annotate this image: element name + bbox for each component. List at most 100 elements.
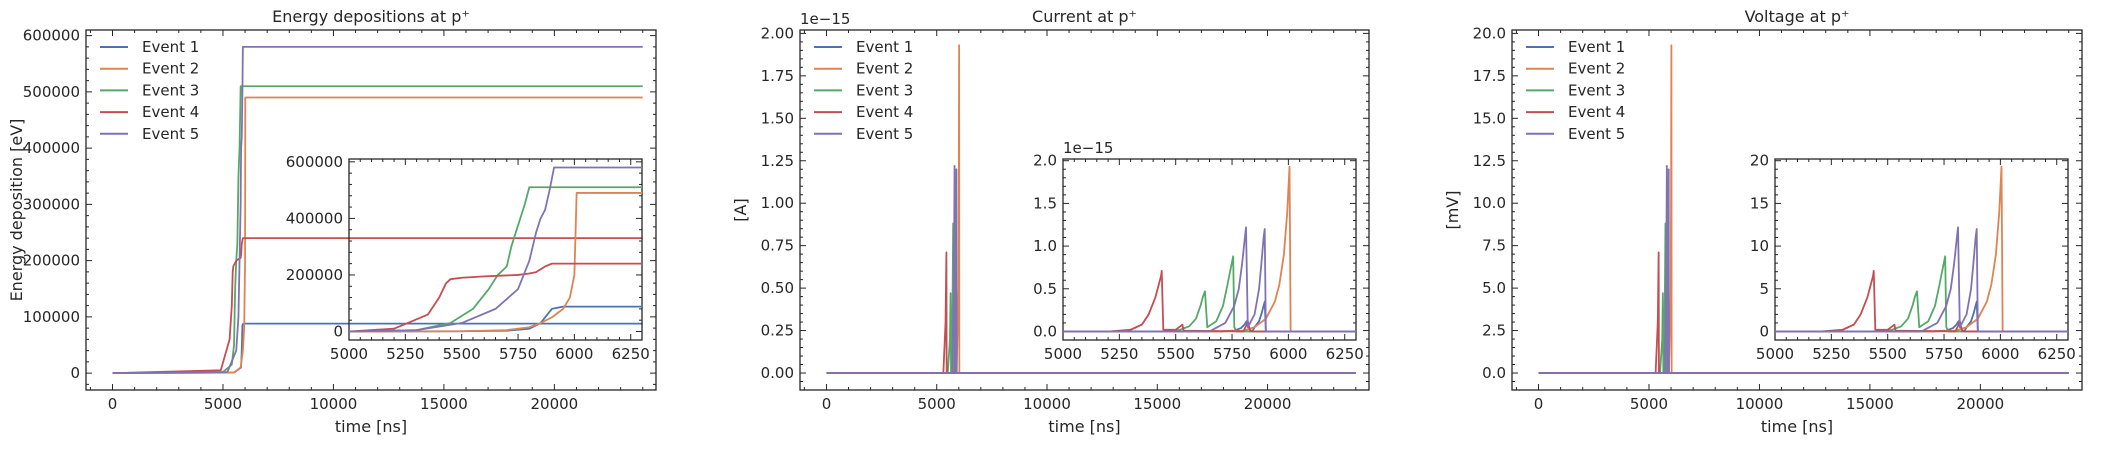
chart-3-main-axes: 0 5000 10000 15000 20000 0.0 2.5 5.0 7.5 10.0 12.5… (1473, 24, 2083, 413)
chart-2-main-frame (799, 29, 1370, 391)
chart-2-main-axes: 0 5000 10000 15000 200000.000.250.500.751.00… (761, 10, 1370, 413)
chart-2-inset-ytick-label: 2.0 (1033, 152, 1057, 170)
chart-3-main-ytick-label: 0.0 (1482, 364, 1506, 382)
chart-2-inset-exponent-label: 1e−15 (1063, 139, 1113, 157)
chart-1-main-ytick-label: 100000 (23, 308, 80, 326)
chart-3-inset-frame (1774, 158, 2069, 341)
chart-1-main-ytick-label: 0 (70, 364, 80, 382)
chart-2-main-ytick-label: 1.25 (761, 152, 794, 170)
chart-3-inset-xtick-label: 5250 (1812, 345, 1850, 363)
chart-1-inset-axes: 5000 5250 5500 5750 6000 6250 0 200000 400000 600… (286, 153, 650, 363)
chart-3-main-xtick-label: 0 (1534, 395, 1544, 413)
chart-2-legend-label-1: Event 1 (856, 38, 913, 56)
chart-2-inset-ytick-label: 0.5 (1033, 280, 1057, 298)
chart-1-legend-label-3: Event 3 (142, 81, 199, 99)
chart-1-main-xtick-label: 15000 (420, 395, 468, 413)
chart-3-inset-xtick-label: 5750 (1925, 345, 1963, 363)
chart-3: 0 5000 10000 15000 20000 0.0 2.5 5.0 7.5 10.0 12.5… (1443, 7, 2083, 436)
chart-2-inset-xtick-label: 5250 (1100, 345, 1138, 363)
chart-1-inset-ytick-label: 400000 (286, 209, 343, 227)
chart-1-main-series-line-2 (112, 96, 643, 375)
chart-2-legend-label-5: Event 5 (856, 125, 913, 143)
chart-2-main-ytick-label: 0.50 (761, 279, 794, 297)
chart-3-inset-xtick-label: 5500 (1869, 345, 1907, 363)
chart-1-inset-xtick-label: 5000 (330, 345, 368, 363)
chart-3-legend-label-5: Event 5 (1568, 125, 1625, 143)
chart-1-inset-series-line-3 (349, 186, 642, 333)
chart-3-main-ytick-label: 12.5 (1473, 152, 1506, 170)
chart-2-ylabel: [A] (731, 198, 750, 221)
chart-1-title: Energy depositions at p⁺ (272, 7, 470, 26)
chart-1-inset-series-line-4 (349, 262, 642, 333)
chart-2-main-ytick-label: 0.75 (761, 237, 794, 255)
chart-2-legend: Event 1 Event 2 Event 3 Event 4 Event 5 (814, 38, 913, 143)
chart-1-inset-xtick-label: 6250 (612, 345, 650, 363)
chart-3-ylabel: [mV] (1443, 190, 1462, 229)
chart-2-main-xtick-label: 0 (822, 395, 832, 413)
chart-2-main-ytick-label: 1.75 (761, 67, 794, 85)
chart-2-main-xtick-label: 10000 (1023, 395, 1071, 413)
chart-2-inset-xtick-label: 6250 (1326, 345, 1364, 363)
chart-3-inset-series-line-5 (1775, 226, 2068, 333)
chart-2-inset-series-group (1063, 165, 1356, 333)
chart-1-main-xtick-label: 10000 (310, 395, 358, 413)
chart-1-legend-label-1: Event 1 (142, 38, 199, 56)
chart-1-main-xtick-label: 5000 (204, 395, 242, 413)
chart-1-inset-xtick-label: 5500 (443, 345, 481, 363)
chart-3-inset-ytick-label: 0 (1759, 322, 1769, 340)
chart-3-main-series-group (1538, 44, 2069, 374)
chart-1-legend-label-5: Event 5 (142, 125, 199, 143)
chart-2-legend-label-4: Event 4 (856, 103, 913, 121)
chart-2-title: Current at p⁺ (1032, 7, 1137, 26)
chart-1-inset-series-line-5 (349, 166, 642, 333)
chart-3-legend-label-1: Event 1 (1568, 38, 1625, 56)
chart-1-main-ytick-label: 500000 (23, 83, 80, 101)
chart-1-inset-ytick-label: 600000 (286, 153, 343, 171)
chart-2-inset-series-line-1 (1063, 300, 1356, 333)
chart-1-inset-xtick-label: 5250 (386, 345, 424, 363)
chart-2-xlabel: time [ns] (1048, 417, 1120, 436)
chart-1-main-axes: 0 5000 10000 15000 2000001000002000003000004… (23, 27, 657, 413)
chart-3-inset-series-line-3 (1775, 255, 2068, 333)
chart-3-inset-series-line-2 (1775, 165, 2068, 333)
chart-2-legend-label-2: Event 2 (856, 60, 913, 78)
chart-2-inset-frame (1062, 158, 1357, 341)
chart-2-main-xtick-label: 15000 (1133, 395, 1181, 413)
chart-1-xlabel: time [ns] (335, 417, 407, 436)
chart-3-inset-ytick-label: 20 (1750, 152, 1769, 170)
chart-2-main-xtick-label: 20000 (1244, 395, 1292, 413)
chart-3-inset-xtick-label: 5000 (1756, 345, 1794, 363)
chart-3-xlabel: time [ns] (1761, 417, 1833, 436)
chart-2-inset-series-line-4 (1063, 269, 1356, 333)
chart-3-main-ytick-label: 2.5 (1482, 322, 1506, 340)
chart-2-inset-ytick-label: 1.0 (1033, 237, 1057, 255)
chart-2-inset-xtick-label: 5000 (1044, 345, 1082, 363)
chart-3-main-xtick-label: 20000 (1957, 395, 2005, 413)
chart-3-main-xtick-label: 10000 (1736, 395, 1784, 413)
chart-1-ylabel: Energy deposition [eV] (7, 119, 26, 302)
chart-3-main-xtick-label: 15000 (1846, 395, 1894, 413)
chart-2-main-xtick-label: 5000 (918, 395, 956, 413)
chart-2-legend-label-3: Event 3 (856, 81, 913, 99)
chart-2: 0 5000 10000 15000 200000.000.250.500.751.00… (731, 7, 1370, 436)
chart-2-main-ytick-label: 0.25 (761, 322, 794, 340)
chart-2-inset-ytick-label: 0.0 (1033, 322, 1057, 340)
chart-3-main-ytick-label: 5.0 (1482, 279, 1506, 297)
chart-3-inset-series-line-1 (1775, 300, 2068, 333)
chart-1-main-ytick-label: 400000 (23, 139, 80, 157)
chart-3-inset-series-line-4 (1775, 269, 2068, 333)
chart-2-main-series-group (826, 44, 1356, 374)
chart-3-main-ytick-label: 7.5 (1482, 237, 1506, 255)
chart-1-main-frame (85, 29, 657, 391)
chart-1-main-ytick-label: 200000 (23, 252, 80, 270)
chart-3-inset-ytick-label: 15 (1750, 194, 1769, 212)
chart-1-inset-series-line-1 (349, 305, 642, 333)
chart-2-main-series-line-5 (826, 164, 1356, 374)
chart-1-inset-xtick-label: 5750 (499, 345, 537, 363)
chart-1-inset-ytick-label: 0 (333, 323, 343, 341)
chart-1-main-xtick-label: 0 (108, 395, 118, 413)
chart-1-main-series-line-4 (112, 237, 643, 375)
chart-2-main-ytick-label: 2.00 (761, 24, 794, 42)
chart-3-legend-label-4: Event 4 (1568, 103, 1625, 121)
